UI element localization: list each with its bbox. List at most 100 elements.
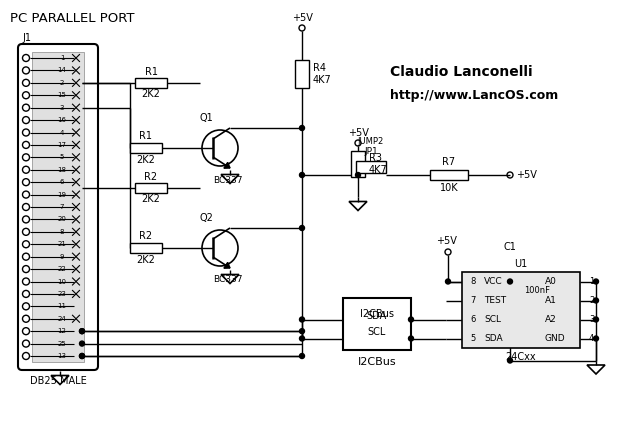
Text: R2: R2 (144, 172, 158, 182)
Text: 3: 3 (60, 105, 65, 111)
Text: 2K2: 2K2 (137, 255, 155, 265)
Text: 25: 25 (58, 341, 66, 346)
Text: J1: J1 (22, 33, 31, 43)
Circle shape (355, 173, 360, 178)
Text: 17: 17 (58, 142, 66, 148)
Text: Claudio Lanconelli: Claudio Lanconelli (390, 65, 533, 79)
Text: DB25 MALE: DB25 MALE (29, 376, 86, 386)
Text: 11: 11 (58, 304, 66, 309)
Text: 2: 2 (589, 296, 594, 305)
Circle shape (594, 279, 599, 284)
Text: R1: R1 (139, 131, 153, 141)
Text: 19: 19 (58, 192, 66, 197)
FancyBboxPatch shape (18, 44, 98, 370)
Bar (32, 52, 84, 362)
Text: JP1: JP1 (364, 147, 378, 155)
Text: GND: GND (545, 334, 566, 343)
Circle shape (79, 354, 84, 359)
Circle shape (79, 329, 84, 334)
Text: 20: 20 (58, 216, 66, 222)
Text: 9: 9 (60, 254, 65, 260)
Text: 14: 14 (58, 67, 66, 73)
Bar (130, 143, 162, 153)
Circle shape (408, 317, 413, 322)
Text: 4K7: 4K7 (313, 75, 332, 85)
Text: 1: 1 (589, 277, 594, 286)
Bar (462, 272, 580, 348)
Bar (295, 60, 309, 88)
Bar (343, 298, 411, 350)
Circle shape (300, 226, 305, 231)
Circle shape (300, 354, 305, 359)
Text: 10: 10 (58, 279, 66, 285)
Text: 5: 5 (470, 334, 475, 343)
Text: TEST: TEST (484, 296, 506, 305)
Circle shape (507, 358, 512, 363)
Text: 10K: 10K (440, 183, 458, 193)
Circle shape (594, 317, 599, 322)
Text: R3: R3 (369, 153, 382, 163)
Text: 3: 3 (589, 315, 594, 324)
Text: 2: 2 (60, 80, 64, 86)
Circle shape (300, 125, 305, 131)
Text: BC337: BC337 (213, 275, 243, 285)
Text: C1: C1 (504, 242, 516, 252)
Text: 7: 7 (60, 204, 65, 210)
Text: 100nF: 100nF (524, 286, 550, 295)
Text: R2: R2 (139, 231, 153, 241)
Text: 24Cxx: 24Cxx (505, 352, 536, 362)
Text: SDA: SDA (484, 334, 503, 343)
Text: Q1: Q1 (200, 113, 214, 123)
Text: 6: 6 (470, 315, 475, 324)
Text: +5V: +5V (436, 236, 456, 246)
Text: 23: 23 (58, 291, 66, 297)
Text: I2CBus: I2CBus (358, 357, 396, 367)
Text: A0: A0 (545, 277, 557, 286)
Circle shape (300, 317, 305, 322)
Text: R7: R7 (442, 157, 456, 167)
Text: 21: 21 (58, 241, 66, 247)
Text: 12: 12 (58, 328, 66, 334)
Text: 24: 24 (58, 316, 66, 322)
Circle shape (79, 341, 84, 346)
Text: Q2: Q2 (200, 213, 214, 223)
Circle shape (594, 298, 599, 303)
Text: 5: 5 (60, 155, 64, 160)
Text: 8: 8 (60, 229, 65, 235)
Bar (430, 170, 468, 180)
Text: PC PARALLEL PORT: PC PARALLEL PORT (10, 12, 134, 25)
Text: 8: 8 (470, 277, 475, 286)
Text: I2CBus: I2CBus (360, 309, 394, 319)
Text: 4: 4 (60, 130, 64, 136)
Circle shape (507, 279, 512, 284)
Text: 7: 7 (470, 296, 475, 305)
Bar (130, 243, 162, 253)
Text: VCC: VCC (484, 277, 503, 286)
Circle shape (79, 329, 84, 334)
Bar (356, 161, 386, 173)
Text: +5V: +5V (516, 170, 537, 180)
Text: R1: R1 (144, 67, 157, 77)
Text: 15: 15 (58, 92, 66, 98)
Text: +5V: +5V (348, 128, 369, 138)
Circle shape (445, 279, 450, 284)
Polygon shape (224, 163, 230, 168)
Text: 2K2: 2K2 (137, 155, 155, 165)
Text: SCL: SCL (484, 315, 501, 324)
Circle shape (300, 173, 305, 178)
Text: A2: A2 (545, 315, 557, 324)
Bar (135, 78, 167, 88)
Text: U1: U1 (514, 259, 528, 269)
Text: +5V: +5V (291, 13, 312, 23)
Text: 18: 18 (58, 167, 66, 173)
Text: 2K2: 2K2 (142, 89, 160, 99)
Circle shape (300, 336, 305, 341)
Text: 22: 22 (58, 266, 66, 272)
Circle shape (79, 354, 84, 359)
Text: A1: A1 (545, 296, 557, 305)
Text: BC337: BC337 (213, 176, 243, 184)
Text: SDA: SDA (367, 311, 387, 321)
Bar (351, 151, 365, 177)
Circle shape (300, 329, 305, 334)
Text: 6: 6 (60, 179, 65, 185)
